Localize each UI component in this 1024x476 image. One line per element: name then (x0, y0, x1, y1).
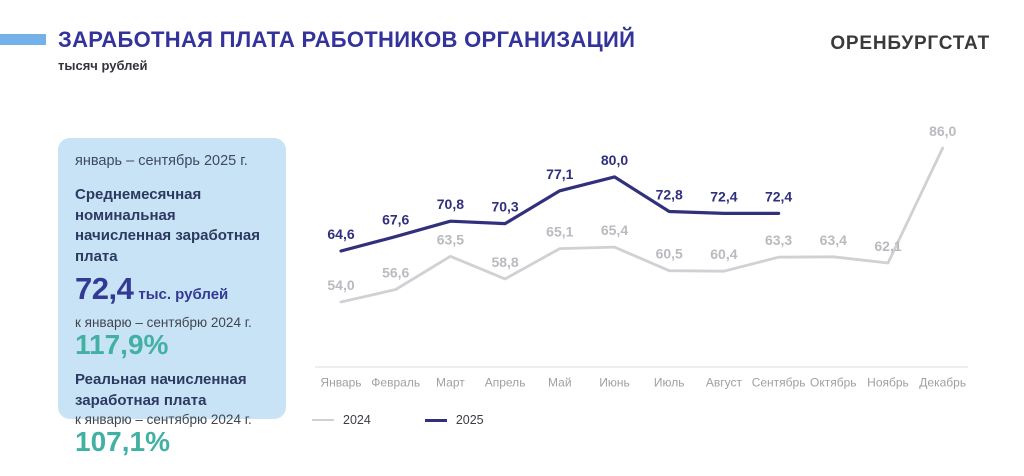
legend-label-2024: 2024 (343, 413, 371, 427)
x-axis-label-5: Май (548, 376, 572, 390)
data-label-2025-4: 70,3 (491, 199, 518, 215)
series-line-2025 (339, 175, 781, 253)
page-subtitle: тысяч рублей (58, 58, 148, 73)
data-label-2024-3: 63,5 (437, 231, 464, 247)
data-label-2024-2: 56,6 (382, 264, 409, 280)
data-label-2024-4: 58,8 (491, 254, 518, 270)
data-label-2024-8: 60,4 (710, 246, 737, 262)
data-label-2024-6: 65,4 (601, 222, 628, 238)
nominal-wage-unit: тыс. рублей (138, 285, 229, 303)
data-label-2024-9: 63,3 (765, 232, 792, 248)
legend-line-swatch-2025 (424, 418, 447, 422)
real-compare-label: к январю – сентябрю 2024 г. (75, 411, 252, 427)
chart-legend: 2024 2025 (312, 413, 484, 427)
x-axis-label-6: Июнь (599, 376, 630, 390)
x-axis-label-7: Июль (654, 376, 685, 390)
data-label-2024-1: 54,0 (327, 277, 354, 293)
x-axis-label-1: Январь (320, 376, 361, 390)
data-label-2025-5: 77,1 (546, 166, 573, 182)
real-compare-value: 107,1% (75, 425, 170, 457)
page-title: ЗАРАБОТНАЯ ПЛАТА РАБОТНИКОВ ОРГАНИЗАЦИЙ (58, 27, 636, 52)
data-label-2025-7: 72,8 (656, 187, 683, 203)
data-label-2025-9: 72,4 (765, 188, 792, 204)
data-label-2024-11: 62,1 (874, 238, 901, 254)
x-axis-label-4: Апрель (485, 376, 526, 390)
x-axis-label-11: Ноябрь (867, 376, 909, 390)
legend-line-swatch-2024 (312, 419, 334, 421)
data-label-2025-8: 72,4 (710, 188, 737, 204)
data-label-2024-7: 60,5 (656, 246, 683, 262)
title-accent-bar (0, 34, 46, 45)
x-axis-label-9: Сентябрь (752, 376, 806, 390)
data-label-2025-6: 80,0 (601, 152, 628, 168)
nominal-compare-value: 117,9% (75, 328, 169, 360)
legend-label-2025: 2025 (455, 413, 484, 427)
summary-panel: январь – сентябрь 2025 г. Среднемесячная… (58, 138, 286, 456)
period-label: январь – сентябрь 2025 г. (75, 153, 248, 169)
data-label-2025-3: 70,8 (437, 196, 464, 212)
data-label-2024-5: 65,1 (546, 224, 573, 240)
data-label-2025-2: 67,6 (382, 212, 409, 228)
legend-item-2024: 2024 (312, 413, 371, 427)
nominal-compare-label: к январю – сентябрю 2024 г. (75, 314, 252, 330)
x-axis-label-8: Август (706, 376, 743, 390)
real-wage-label: Реальная начисленная заработная плата (75, 371, 247, 409)
nominal-wage-value-row: 72,4 тыс. рублей (75, 271, 270, 307)
x-axis-label-2: Февраль (371, 376, 420, 390)
legend-item-2025: 2025 (424, 413, 484, 427)
x-axis-label-10: Октябрь (810, 376, 857, 390)
series-line-2024 (339, 146, 945, 304)
data-label-2024-10: 63,4 (820, 232, 847, 248)
nominal-wage-value: 72,4 (75, 270, 134, 306)
data-label-2024-12: 86,0 (929, 123, 956, 139)
brand-logo: ОРЕНБУРГСТАТ (830, 33, 990, 54)
x-axis-label-3: Март (436, 376, 465, 390)
data-label-2025-1: 64,6 (327, 226, 354, 242)
x-axis-label-12: Декабрь (919, 376, 966, 390)
nominal-wage-label: Среднемесячная номинальная начисленная з… (75, 186, 261, 266)
